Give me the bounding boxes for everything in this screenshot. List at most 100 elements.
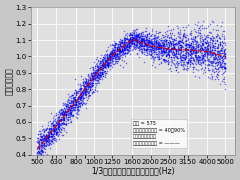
Point bbox=[140, 36, 144, 39]
Point bbox=[115, 45, 119, 48]
Point bbox=[93, 71, 97, 74]
Point bbox=[142, 44, 146, 47]
Point bbox=[188, 60, 192, 63]
Point bbox=[76, 105, 80, 108]
Point bbox=[144, 44, 148, 47]
Point bbox=[200, 53, 204, 56]
Point bbox=[223, 82, 227, 85]
Point bbox=[36, 142, 40, 145]
Point bbox=[223, 52, 227, 55]
Point bbox=[182, 62, 186, 65]
Point bbox=[209, 72, 213, 75]
Point bbox=[220, 32, 224, 35]
Point bbox=[137, 43, 141, 46]
Point bbox=[94, 63, 98, 66]
Point bbox=[181, 61, 185, 64]
Point bbox=[119, 49, 122, 52]
Point bbox=[124, 43, 127, 46]
Point bbox=[156, 52, 159, 55]
Point bbox=[195, 24, 199, 27]
Point bbox=[107, 58, 110, 61]
Point bbox=[81, 96, 85, 99]
Point bbox=[96, 64, 100, 67]
Point bbox=[209, 51, 213, 54]
Point bbox=[90, 84, 93, 87]
Point bbox=[48, 141, 51, 144]
Point bbox=[80, 100, 84, 103]
Point bbox=[181, 35, 185, 38]
Point bbox=[223, 66, 227, 69]
Point bbox=[156, 47, 159, 50]
Point bbox=[102, 67, 105, 70]
Point bbox=[167, 53, 171, 56]
Point bbox=[81, 78, 85, 81]
Point bbox=[100, 77, 103, 80]
Point bbox=[220, 66, 224, 69]
Point bbox=[198, 56, 202, 58]
Point bbox=[169, 60, 173, 62]
Point bbox=[172, 47, 176, 50]
Point bbox=[140, 37, 144, 40]
Point bbox=[202, 69, 206, 71]
Point bbox=[119, 51, 122, 54]
Point bbox=[144, 30, 148, 33]
Point bbox=[161, 48, 164, 51]
Point bbox=[109, 52, 113, 55]
Point bbox=[222, 63, 225, 66]
Point bbox=[63, 110, 66, 113]
Point bbox=[52, 128, 56, 130]
Point bbox=[60, 112, 63, 115]
Point bbox=[186, 62, 190, 65]
Point bbox=[70, 109, 74, 112]
Point bbox=[122, 41, 126, 44]
Point bbox=[44, 136, 48, 139]
Point bbox=[41, 154, 44, 157]
Point bbox=[185, 25, 188, 28]
Point bbox=[210, 46, 214, 49]
Point bbox=[163, 52, 167, 55]
Point bbox=[49, 129, 53, 132]
Point bbox=[131, 40, 135, 43]
Point bbox=[170, 52, 174, 55]
Point bbox=[137, 42, 141, 45]
Point bbox=[42, 137, 46, 140]
Point bbox=[161, 47, 165, 50]
Point bbox=[211, 52, 215, 55]
Point bbox=[118, 42, 122, 45]
Point bbox=[56, 126, 60, 129]
Point bbox=[112, 52, 116, 55]
Point bbox=[70, 114, 74, 117]
Point bbox=[207, 69, 211, 72]
Point bbox=[209, 54, 213, 57]
Point bbox=[159, 46, 162, 49]
Point bbox=[203, 37, 207, 39]
Point bbox=[154, 51, 158, 54]
Point bbox=[125, 37, 129, 40]
Point bbox=[36, 139, 39, 142]
Point bbox=[42, 138, 46, 141]
Point bbox=[174, 36, 178, 39]
Point bbox=[54, 131, 58, 134]
Point bbox=[65, 118, 69, 120]
Point bbox=[173, 37, 176, 40]
Point bbox=[188, 60, 192, 63]
Point bbox=[103, 62, 107, 65]
Point bbox=[62, 106, 66, 109]
Point bbox=[215, 58, 219, 61]
Point bbox=[51, 133, 55, 136]
Point bbox=[107, 61, 111, 64]
Point bbox=[79, 91, 83, 94]
Point bbox=[152, 37, 156, 39]
Point bbox=[203, 54, 207, 57]
Point bbox=[119, 45, 123, 48]
Point bbox=[171, 61, 174, 64]
Point bbox=[69, 94, 73, 97]
Point bbox=[221, 59, 225, 62]
Point bbox=[177, 47, 181, 50]
Point bbox=[68, 108, 72, 111]
Point bbox=[190, 59, 193, 62]
Point bbox=[138, 44, 142, 47]
Point bbox=[121, 40, 125, 43]
Point bbox=[70, 103, 73, 106]
Point bbox=[145, 47, 149, 50]
